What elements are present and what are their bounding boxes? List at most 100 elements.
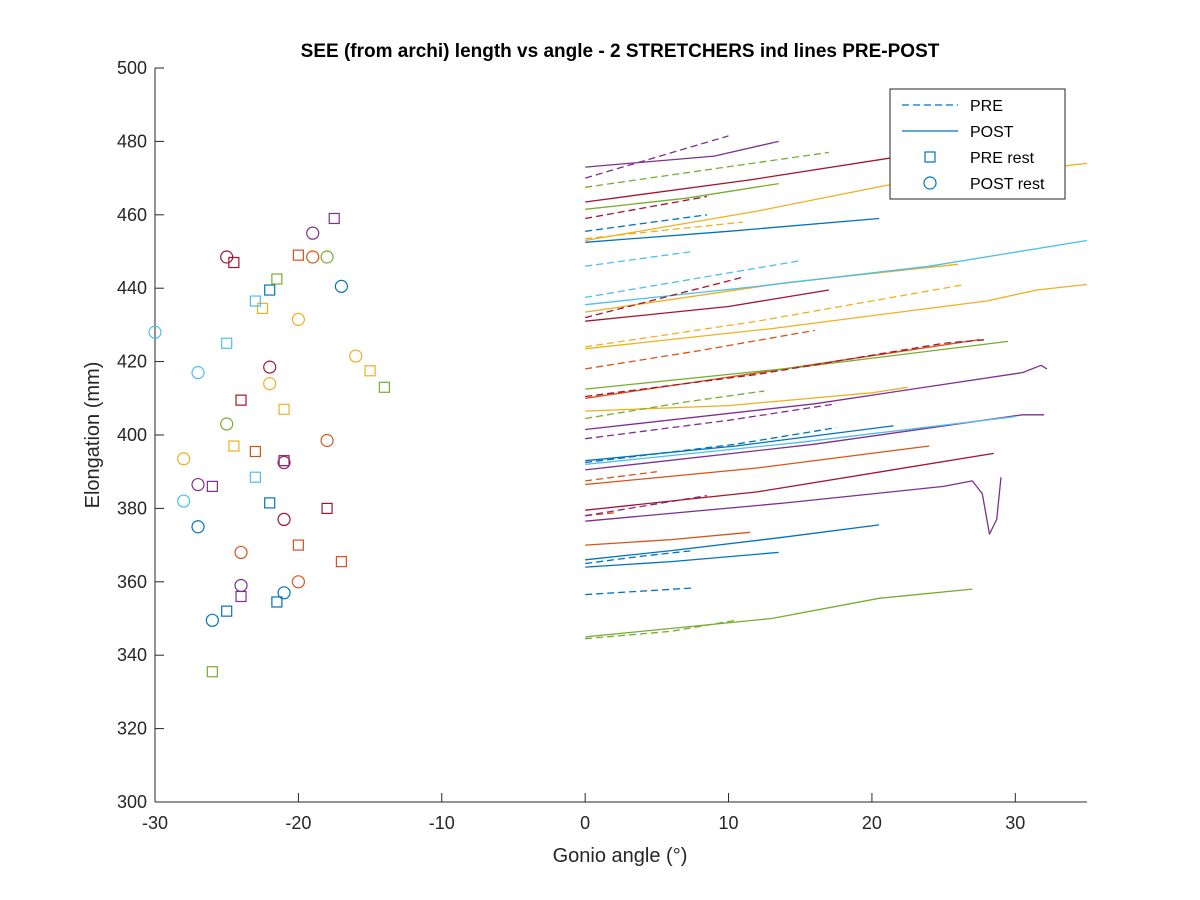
pre-rest-marker xyxy=(235,394,247,406)
post-rest-marker xyxy=(263,360,277,374)
pre-rest-marker xyxy=(256,302,269,314)
x-tick-label: 20 xyxy=(862,813,882,833)
post-rest-marker xyxy=(191,366,205,380)
post-rest-marker xyxy=(220,417,234,431)
post-rest-marker xyxy=(220,250,234,264)
pre-series-line xyxy=(585,587,693,596)
y-tick-label: 420 xyxy=(117,352,147,372)
post-rest-marker xyxy=(234,578,248,593)
pre-series-line xyxy=(585,276,744,319)
pre-rest-marker xyxy=(206,666,218,678)
post-rest-marker xyxy=(291,312,305,326)
x-tick-label: -30 xyxy=(142,813,168,833)
axes: -30 -20 -10 0 10 20 30 300 320 340 360 380 400 420 440… xyxy=(117,58,1087,833)
pre-rest-marker xyxy=(321,502,333,514)
pre-series-line xyxy=(585,338,987,398)
post-series-line xyxy=(585,415,1016,466)
chart-title: SEE (from archi) length vs angle - 2 STR… xyxy=(301,41,940,62)
legend-square-marker xyxy=(924,151,936,163)
y-tick-label: 360 xyxy=(117,572,147,592)
post-rest-marker xyxy=(205,613,219,627)
pre-series-line xyxy=(585,549,693,565)
data-series xyxy=(585,135,1088,640)
rest-markers xyxy=(148,212,391,678)
post-rest-marker xyxy=(191,520,205,534)
pre-rest-marker xyxy=(249,471,261,483)
post-rest-marker xyxy=(349,349,363,363)
pre-series-line xyxy=(585,195,708,220)
post-rest-marker xyxy=(320,250,334,264)
post-series-line xyxy=(585,386,908,412)
post-series-line xyxy=(585,588,973,638)
post-series-line xyxy=(585,217,880,243)
post-series-line xyxy=(585,524,880,561)
post-series-line xyxy=(585,531,751,546)
pre-rest-marker xyxy=(221,605,233,617)
pre-rest-marker xyxy=(271,273,283,285)
post-series-line xyxy=(585,452,994,511)
pre-rest-marker xyxy=(378,381,391,393)
pre-rest-marker xyxy=(221,337,233,349)
x-tick-label: 30 xyxy=(1005,813,1025,833)
x-tick-label: -10 xyxy=(429,813,455,833)
post-rest-marker xyxy=(177,494,191,508)
post-series-line xyxy=(585,477,1002,535)
post-series-line xyxy=(585,340,1009,390)
post-rest-marker xyxy=(148,325,162,339)
y-tick-label: 400 xyxy=(117,425,147,445)
pre-series-line xyxy=(585,214,708,232)
post-series-line xyxy=(585,414,1044,471)
pre-series-line xyxy=(585,619,736,640)
post-series-line xyxy=(585,551,779,568)
pre-rest-marker xyxy=(292,249,304,261)
y-tick-label: 460 xyxy=(117,205,147,225)
pre-rest-marker xyxy=(335,556,347,568)
x-tick-label: 10 xyxy=(719,813,739,833)
y-tick-label: 300 xyxy=(117,792,147,812)
post-series-line xyxy=(585,289,830,322)
pre-rest-marker xyxy=(278,403,290,415)
post-series-line xyxy=(585,140,779,168)
post-rest-marker xyxy=(263,377,277,391)
legend-label: POST rest xyxy=(970,176,1045,193)
pre-series-line xyxy=(585,151,829,188)
pre-rest-marker xyxy=(206,480,218,492)
y-axis-label: Elongation (mm) xyxy=(82,362,104,509)
pre-rest-marker xyxy=(292,539,304,551)
pre-series-line xyxy=(585,283,966,348)
pre-rest-marker xyxy=(264,497,276,509)
legend-circle-marker xyxy=(923,176,937,190)
post-series-line xyxy=(585,364,1048,431)
y-tick-label: 380 xyxy=(117,498,147,518)
pre-rest-marker xyxy=(249,445,261,458)
pre-rest-marker xyxy=(228,440,240,452)
post-series-line xyxy=(585,182,779,210)
post-series-line xyxy=(585,425,894,462)
legend-label: POST xyxy=(970,124,1014,141)
pre-rest-marker xyxy=(328,212,340,225)
post-rest-marker xyxy=(291,575,305,589)
post-rest-marker xyxy=(277,512,291,527)
legend-box xyxy=(889,88,1066,200)
y-tick-label: 480 xyxy=(117,131,147,151)
x-tick-label: 0 xyxy=(580,813,590,833)
pre-series-line xyxy=(585,260,801,299)
post-rest-marker xyxy=(191,477,205,492)
post-series-line xyxy=(585,338,980,399)
x-axis-label: Gonio angle (°) xyxy=(553,845,688,867)
post-rest-marker xyxy=(234,545,248,560)
pre-series-line xyxy=(585,403,837,440)
post-series-line xyxy=(585,283,1088,350)
y-tick-label: 440 xyxy=(117,278,147,298)
pre-rest-marker xyxy=(264,284,276,296)
post-rest-marker xyxy=(334,279,348,293)
pre-rest-marker xyxy=(249,295,261,307)
y-tick-label: 500 xyxy=(117,58,147,78)
post-series-line xyxy=(585,445,930,486)
post-rest-marker xyxy=(177,452,191,466)
y-tick-label: 340 xyxy=(117,645,147,665)
post-rest-marker xyxy=(277,586,291,600)
post-rest-marker xyxy=(306,250,320,264)
pre-series-line xyxy=(585,135,729,179)
